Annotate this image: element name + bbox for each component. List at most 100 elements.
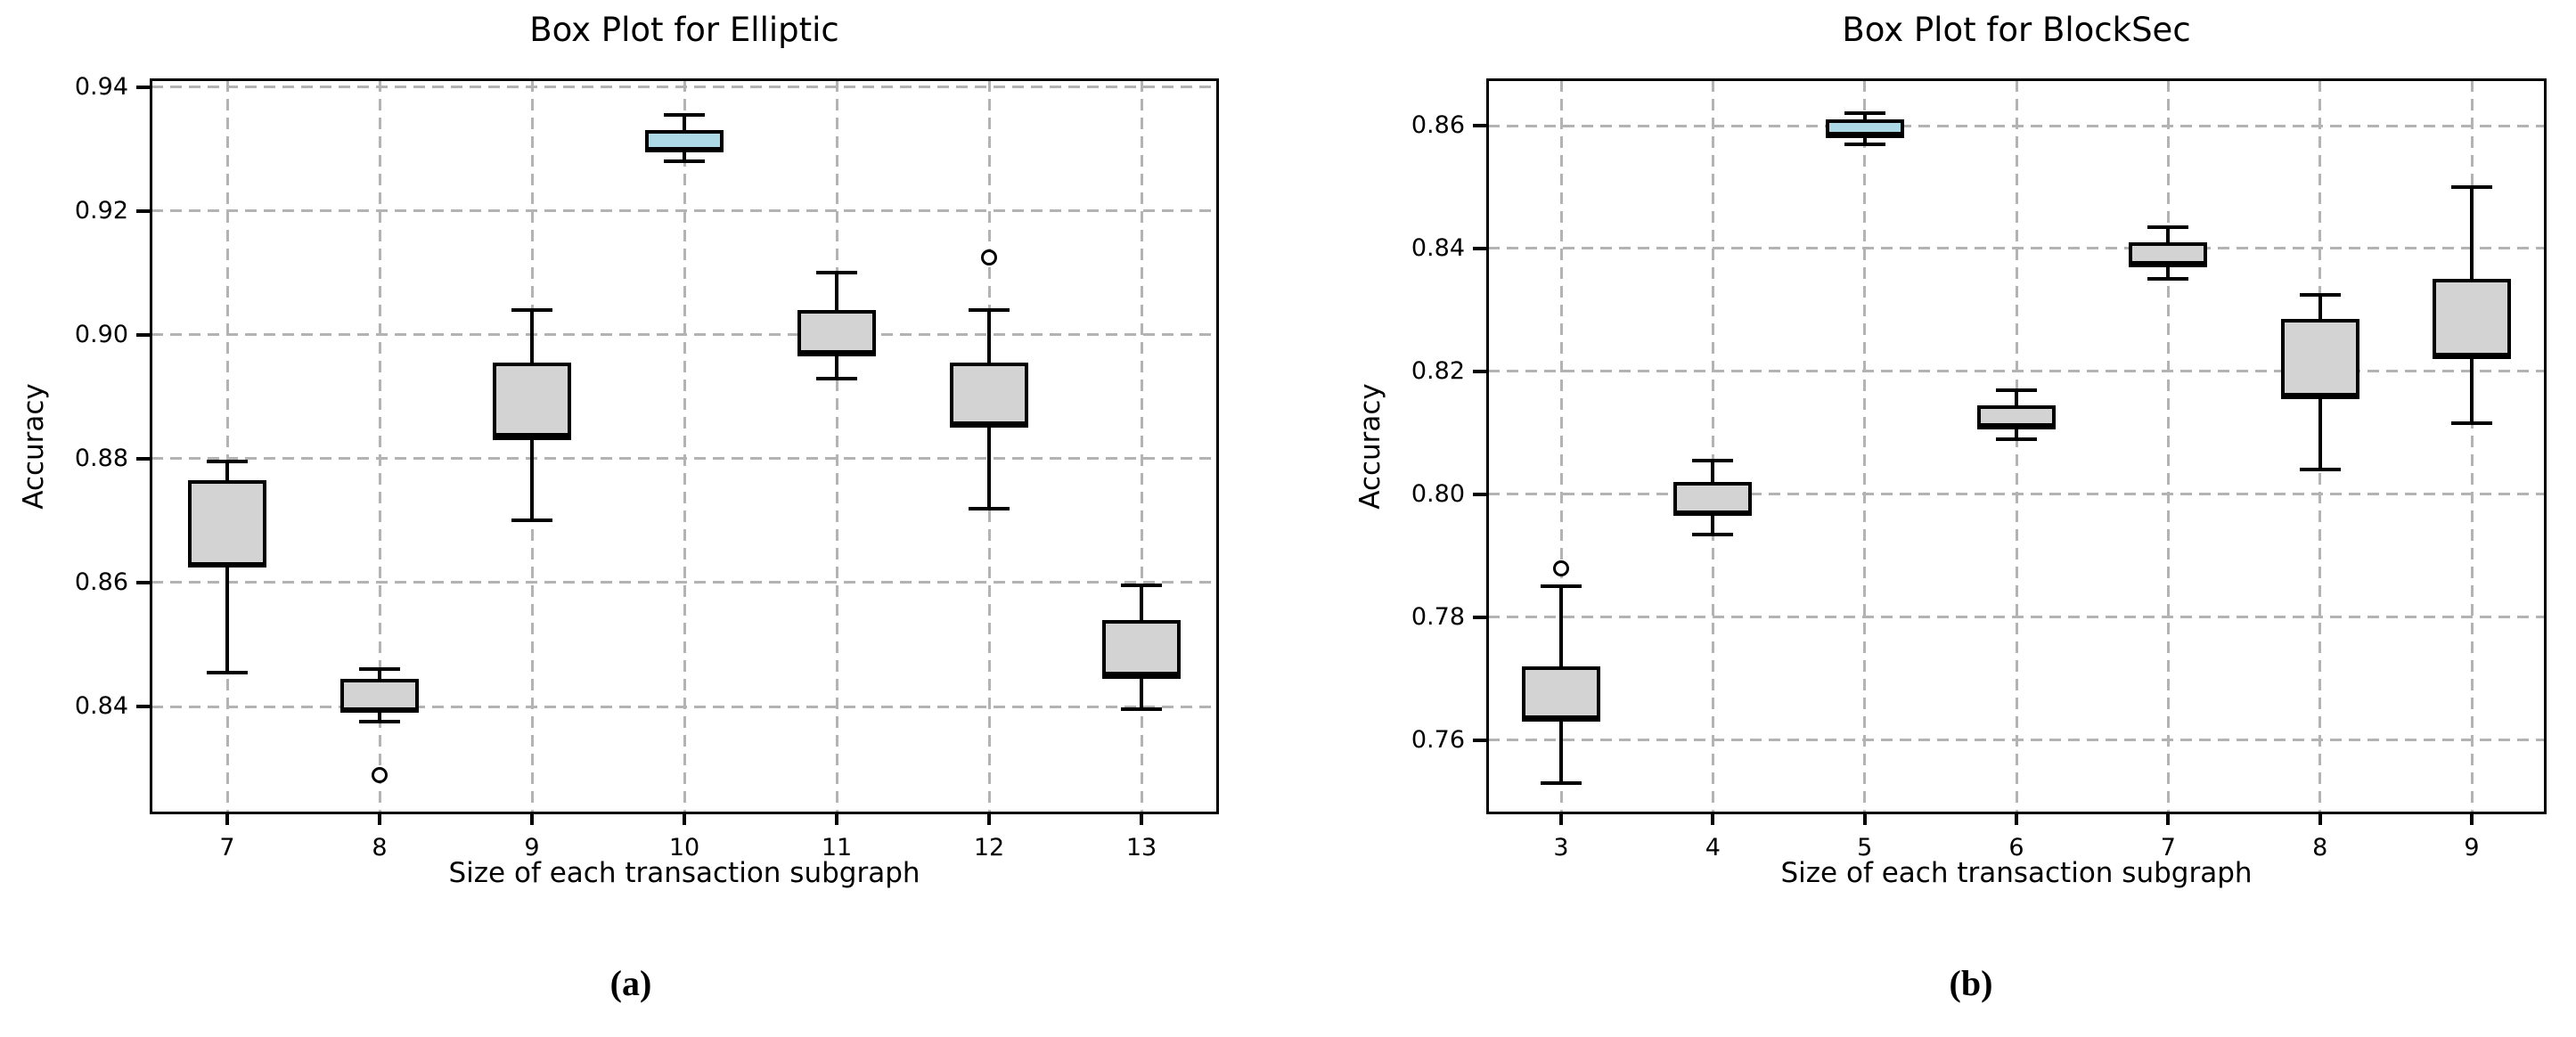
- y-tick-label: 0.84: [1411, 233, 1465, 262]
- y-tick-label: 0.88: [74, 444, 128, 472]
- y-tick-mark: [1473, 124, 1486, 128]
- whisker-lower-8: [378, 712, 381, 723]
- x-tick-label: 12: [973, 834, 1005, 861]
- x-tick-mark: [683, 812, 686, 825]
- y-tick-mark: [136, 332, 150, 337]
- v-gridline: [1711, 80, 1714, 812]
- v-gridline: [1863, 80, 1867, 812]
- whisker-upper-8: [378, 669, 381, 679]
- whisker-upper-9: [530, 310, 534, 363]
- whisker-cap-high-8: [359, 667, 400, 672]
- x-tick-mark: [2166, 812, 2171, 825]
- median-9: [493, 432, 571, 437]
- whisker-cap-low-4: [1692, 532, 1734, 536]
- y-tick-mark: [1473, 492, 1486, 496]
- x-tick-label: 10: [668, 834, 700, 861]
- whisker-cap-high-10: [664, 113, 705, 118]
- whisker-cap-low-6: [1996, 437, 2037, 441]
- whisker-lower-9: [2470, 359, 2474, 424]
- x-tick-label: 6: [2008, 834, 2024, 861]
- whisker-lower-6: [2015, 429, 2018, 439]
- y-tick-mark: [136, 85, 150, 89]
- whisker-upper-8: [2318, 294, 2322, 320]
- whisker-cap-low-9: [511, 518, 552, 523]
- y-axis-label-elliptic: Accuracy: [18, 383, 50, 510]
- whisker-lower-3: [1559, 721, 1563, 783]
- x-tick-label: 8: [2312, 834, 2328, 861]
- whisker-cap-low-7: [2147, 277, 2189, 282]
- axes-frame: [1486, 78, 2547, 814]
- y-tick-mark: [1473, 738, 1486, 742]
- x-tick-mark: [987, 812, 991, 825]
- y-tick-label: 0.82: [1411, 356, 1465, 385]
- plot-title-elliptic: Box Plot for Elliptic: [529, 11, 839, 49]
- v-gridline: [835, 80, 838, 812]
- whisker-upper-7: [2166, 226, 2171, 243]
- whisker-lower-4: [1711, 515, 1715, 535]
- whisker-cap-high-5: [1844, 111, 1885, 116]
- box-11: [797, 310, 876, 357]
- whisker-cap-high-3: [1541, 584, 1582, 589]
- whisker-cap-low-9: [2451, 421, 2492, 426]
- median-5: [1825, 132, 1904, 137]
- x-tick-mark: [2015, 812, 2018, 825]
- v-gridline: [2470, 80, 2474, 812]
- whisker-upper-6: [2015, 389, 2018, 405]
- x-tick-label: 7: [219, 834, 235, 861]
- whisker-upper-4: [1711, 460, 1715, 482]
- x-tick-label: 8: [372, 834, 388, 861]
- whisker-cap-low-3: [1541, 780, 1582, 785]
- whisker-cap-high-8: [2299, 292, 2341, 297]
- x-tick-mark: [835, 812, 838, 825]
- whisker-cap-low-13: [1121, 707, 1162, 712]
- whisker-lower-13: [1140, 678, 1143, 710]
- x-tick-mark: [1862, 812, 1867, 825]
- box-7: [188, 480, 266, 567]
- x-axis-label-blocksec: Size of each transaction subgraph: [1780, 857, 2253, 889]
- median-10: [645, 146, 724, 151]
- median-6: [1977, 423, 2056, 429]
- median-4: [1673, 510, 1753, 515]
- plot-title-blocksec: Box Plot for BlockSec: [1842, 11, 2191, 49]
- median-9: [2433, 352, 2511, 357]
- x-tick-label: 9: [2464, 834, 2480, 861]
- median-8: [340, 706, 419, 712]
- whisker-lower-8: [2318, 398, 2322, 470]
- box-8: [2280, 319, 2359, 399]
- whisker-upper-11: [835, 273, 838, 311]
- x-tick-mark: [1559, 812, 1563, 825]
- axes-frame: [150, 78, 1219, 814]
- x-tick-label: 3: [1553, 834, 1569, 861]
- x-tick-mark: [1711, 812, 1715, 825]
- v-gridline: [2015, 80, 2018, 812]
- box-13: [1102, 619, 1181, 679]
- x-tick-mark: [2318, 812, 2322, 825]
- y-tick-label: 0.90: [74, 320, 128, 348]
- subfigure-caption-a: (a): [609, 963, 652, 1003]
- y-tick-label: 0.86: [74, 567, 128, 596]
- whisker-upper-12: [987, 310, 991, 363]
- v-gridline: [225, 80, 229, 812]
- median-3: [1522, 715, 1600, 721]
- whisker-upper-9: [2470, 187, 2474, 280]
- y-tick-mark: [1473, 615, 1486, 619]
- outlier-8: [372, 766, 388, 783]
- box-12: [950, 363, 1028, 429]
- median-13: [1102, 672, 1181, 677]
- box-3: [1522, 665, 1600, 722]
- v-gridline: [1559, 80, 1563, 812]
- whisker-cap-high-9: [2451, 185, 2492, 190]
- x-tick-label: 4: [1705, 834, 1721, 861]
- y-tick-label: 0.92: [74, 196, 128, 225]
- median-7: [188, 561, 266, 567]
- x-tick-mark: [530, 812, 534, 825]
- outlier-12: [981, 249, 997, 265]
- x-tick-label: 5: [1857, 834, 1873, 861]
- median-12: [950, 421, 1028, 426]
- x-tick-label: 9: [524, 834, 540, 861]
- outlier-3: [1553, 559, 1569, 576]
- whisker-cap-low-7: [207, 670, 248, 674]
- v-gridline: [683, 80, 686, 812]
- whisker-cap-high-11: [816, 271, 857, 275]
